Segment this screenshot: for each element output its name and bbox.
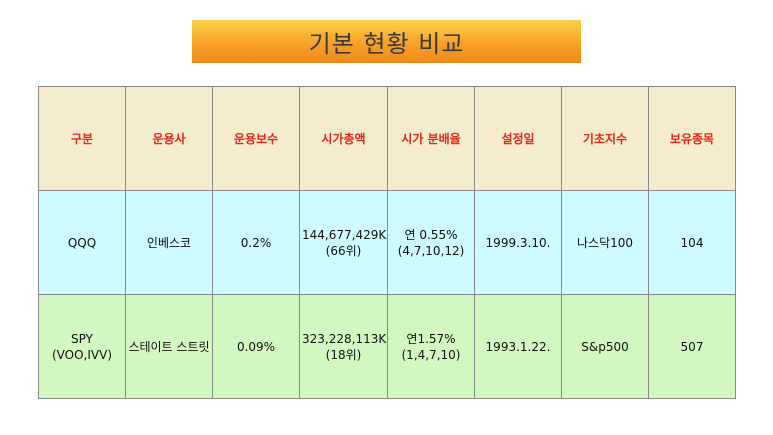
ticker-name: QQQ [67,235,97,250]
cell-index: S&p500 [561,294,649,399]
cell-fee: 0.2% [212,190,300,295]
market-cap-rank: (18위) [325,347,362,362]
header-fee: 운용보수 [212,86,300,191]
cell-ticker: QQQ [38,190,126,295]
distribution-months: (1,4,7,10) [401,347,461,362]
cell-market-cap: 323,228,113K (18위) [299,294,388,399]
ticker-name: SPY [71,331,93,346]
ticker-alternatives: (VOO,IVV) [51,347,113,362]
header-market-cap: 시가총액 [299,86,388,191]
header-category: 구분 [38,86,126,191]
table-row-qqq: QQQ 인베스코 0.2% 144,677,429K (66위) 연 0.55%… [38,190,736,295]
distribution-rate: 연 0.55% [404,227,458,242]
table-row-spy: SPY (VOO,IVV) 스테이트 스트릿 0.09% 323,228,113… [38,294,736,399]
cell-manager: 인베스코 [125,190,213,295]
market-cap-value: 323,228,113K [302,331,387,346]
cell-ticker: SPY (VOO,IVV) [38,294,126,399]
distribution-months: (4,7,10,12) [397,243,465,258]
cell-index: 나스닥100 [561,190,649,295]
cell-manager: 스테이트 스트릿 [125,294,213,399]
table-header-row: 구분 운용사 운용보수 시가총액 시가 분배율 설정일 기초지수 보유종목 [38,86,736,191]
title-banner: 기본 현황 비교 [192,20,581,63]
header-distribution: 시가 분배율 [387,86,475,191]
market-cap-rank: (66위) [325,243,362,258]
cell-holdings: 507 [648,294,736,399]
header-index: 기초지수 [561,86,649,191]
cell-holdings: 104 [648,190,736,295]
page-title: 기본 현황 비교 [308,30,465,58]
cell-inception: 1999.3.10. [474,190,562,295]
header-inception: 설정일 [474,86,562,191]
cell-market-cap: 144,677,429K (66위) [299,190,388,295]
cell-distribution: 연1.57% (1,4,7,10) [387,294,475,399]
header-manager: 운용사 [125,86,213,191]
cell-fee: 0.09% [212,294,300,399]
distribution-rate: 연1.57% [406,331,456,346]
cell-inception: 1993.1.22. [474,294,562,399]
header-holdings: 보유종목 [648,86,736,191]
market-cap-value: 144,677,429K [302,227,387,242]
comparison-table: 구분 운용사 운용보수 시가총액 시가 분배율 설정일 기초지수 보유종목 QQ… [38,86,736,399]
cell-distribution: 연 0.55% (4,7,10,12) [387,190,475,295]
